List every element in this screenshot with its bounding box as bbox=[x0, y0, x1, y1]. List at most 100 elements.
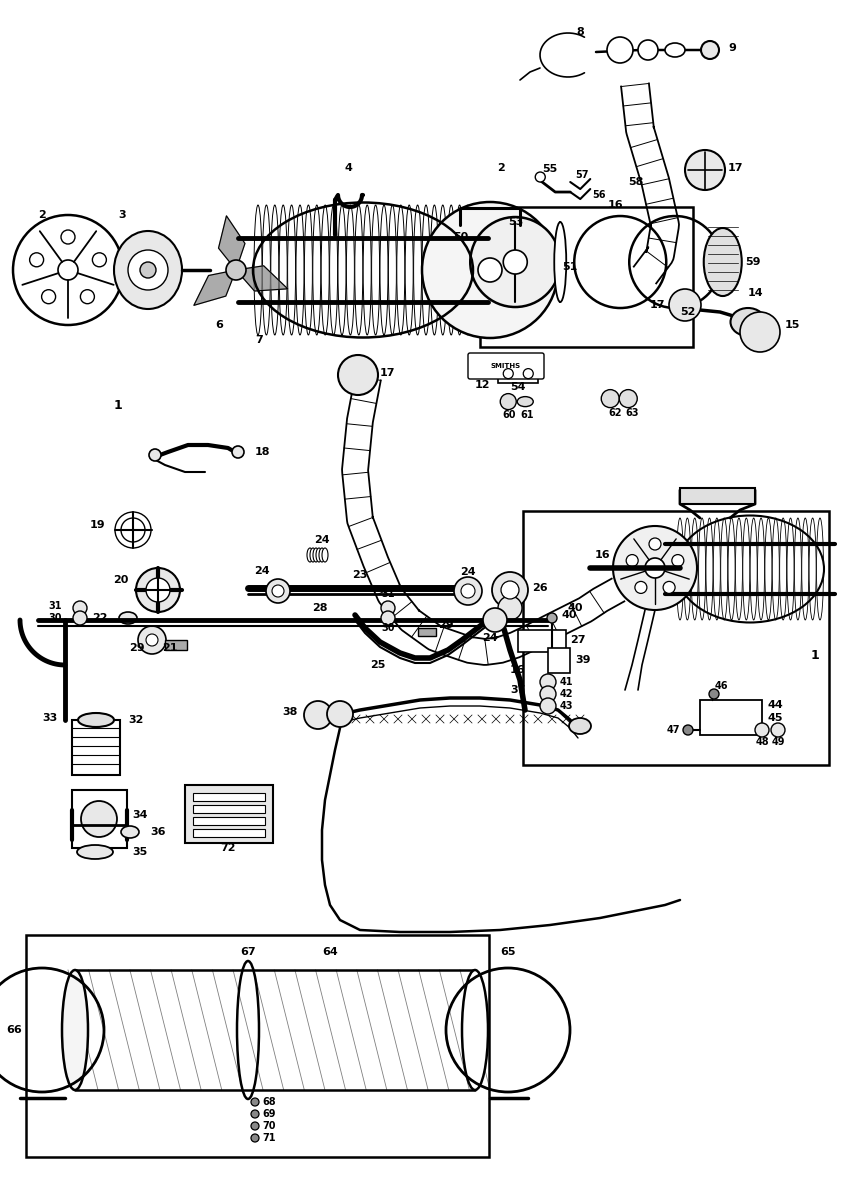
Circle shape bbox=[121, 518, 145, 542]
Circle shape bbox=[226, 260, 246, 280]
Text: 65: 65 bbox=[501, 948, 516, 957]
Ellipse shape bbox=[713, 518, 720, 620]
Ellipse shape bbox=[773, 518, 779, 620]
Ellipse shape bbox=[456, 205, 463, 335]
Circle shape bbox=[771, 723, 785, 737]
Ellipse shape bbox=[701, 41, 719, 59]
Circle shape bbox=[683, 725, 693, 735]
Ellipse shape bbox=[757, 518, 764, 620]
Circle shape bbox=[304, 702, 332, 729]
Text: 24: 24 bbox=[460, 567, 476, 577]
Circle shape bbox=[626, 555, 638, 567]
Ellipse shape bbox=[121, 826, 139, 838]
Ellipse shape bbox=[730, 308, 766, 336]
Ellipse shape bbox=[316, 548, 322, 562]
Text: 1: 1 bbox=[114, 399, 122, 412]
Ellipse shape bbox=[397, 205, 405, 335]
Ellipse shape bbox=[313, 548, 319, 562]
Circle shape bbox=[540, 674, 556, 690]
Text: 51: 51 bbox=[562, 261, 578, 272]
Polygon shape bbox=[236, 266, 287, 291]
Circle shape bbox=[338, 355, 378, 395]
Ellipse shape bbox=[307, 548, 313, 562]
Bar bbox=[480, 207, 693, 347]
Text: 48: 48 bbox=[755, 737, 768, 746]
Ellipse shape bbox=[254, 205, 262, 335]
Text: 7: 7 bbox=[255, 335, 263, 345]
Circle shape bbox=[61, 230, 75, 244]
Circle shape bbox=[547, 613, 557, 623]
Ellipse shape bbox=[706, 518, 713, 620]
Circle shape bbox=[115, 512, 151, 548]
Circle shape bbox=[492, 573, 528, 608]
Text: 68: 68 bbox=[262, 1097, 275, 1107]
Text: 57: 57 bbox=[575, 170, 589, 180]
Ellipse shape bbox=[322, 548, 328, 562]
Text: 69: 69 bbox=[262, 1108, 275, 1119]
Text: 3: 3 bbox=[118, 211, 126, 220]
Ellipse shape bbox=[802, 518, 808, 620]
Circle shape bbox=[251, 1134, 259, 1142]
Circle shape bbox=[685, 150, 725, 190]
Ellipse shape bbox=[721, 518, 728, 620]
Text: 16: 16 bbox=[595, 550, 610, 560]
Text: 54: 54 bbox=[511, 382, 526, 392]
Text: 23: 23 bbox=[352, 570, 368, 580]
Ellipse shape bbox=[665, 43, 685, 57]
Text: 20: 20 bbox=[112, 575, 128, 586]
Ellipse shape bbox=[388, 205, 396, 335]
Circle shape bbox=[327, 702, 353, 728]
Circle shape bbox=[607, 37, 633, 63]
Circle shape bbox=[138, 626, 166, 654]
Ellipse shape bbox=[354, 205, 363, 335]
Bar bbox=[193, 817, 265, 825]
Circle shape bbox=[30, 253, 43, 267]
Ellipse shape bbox=[787, 518, 794, 620]
Ellipse shape bbox=[691, 518, 698, 620]
Circle shape bbox=[73, 601, 87, 615]
Circle shape bbox=[620, 389, 638, 408]
Bar bbox=[518, 631, 566, 652]
Ellipse shape bbox=[817, 518, 824, 620]
Text: 56: 56 bbox=[592, 190, 606, 200]
Text: 22: 22 bbox=[93, 613, 108, 623]
Ellipse shape bbox=[338, 205, 346, 335]
Text: 29: 29 bbox=[129, 644, 145, 653]
Circle shape bbox=[42, 290, 55, 304]
Circle shape bbox=[470, 216, 560, 308]
Text: 62: 62 bbox=[609, 408, 621, 418]
Bar bbox=[498, 364, 538, 382]
Text: 31: 31 bbox=[48, 601, 62, 610]
Circle shape bbox=[266, 578, 290, 603]
Text: 12: 12 bbox=[475, 380, 490, 390]
Ellipse shape bbox=[684, 518, 691, 620]
Text: 24: 24 bbox=[254, 565, 269, 576]
Text: 27: 27 bbox=[570, 635, 586, 645]
Text: 15: 15 bbox=[785, 319, 801, 330]
Circle shape bbox=[58, 260, 78, 280]
Bar bbox=[193, 804, 265, 813]
Bar bbox=[165, 640, 187, 649]
Text: 19: 19 bbox=[89, 521, 105, 530]
Text: 30: 30 bbox=[48, 613, 62, 623]
Text: 26: 26 bbox=[532, 583, 547, 593]
Text: 8: 8 bbox=[576, 27, 584, 37]
Ellipse shape bbox=[313, 205, 320, 335]
Text: 14: 14 bbox=[748, 287, 763, 298]
Text: 38: 38 bbox=[282, 707, 298, 717]
Ellipse shape bbox=[439, 205, 447, 335]
Circle shape bbox=[478, 258, 502, 282]
Text: 17: 17 bbox=[728, 163, 744, 173]
Text: 9: 9 bbox=[728, 43, 736, 53]
Ellipse shape bbox=[380, 205, 388, 335]
Ellipse shape bbox=[464, 205, 472, 335]
Ellipse shape bbox=[321, 205, 329, 335]
Text: 52: 52 bbox=[680, 308, 695, 317]
Circle shape bbox=[149, 450, 161, 461]
Bar bbox=[523, 511, 829, 765]
Ellipse shape bbox=[677, 518, 683, 620]
Text: 16: 16 bbox=[510, 665, 525, 675]
Circle shape bbox=[251, 1098, 259, 1106]
Bar bbox=[193, 829, 265, 838]
Text: 40: 40 bbox=[562, 610, 577, 620]
